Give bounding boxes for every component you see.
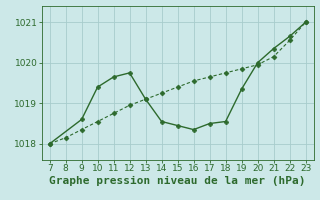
X-axis label: Graphe pression niveau de la mer (hPa): Graphe pression niveau de la mer (hPa): [49, 176, 306, 186]
